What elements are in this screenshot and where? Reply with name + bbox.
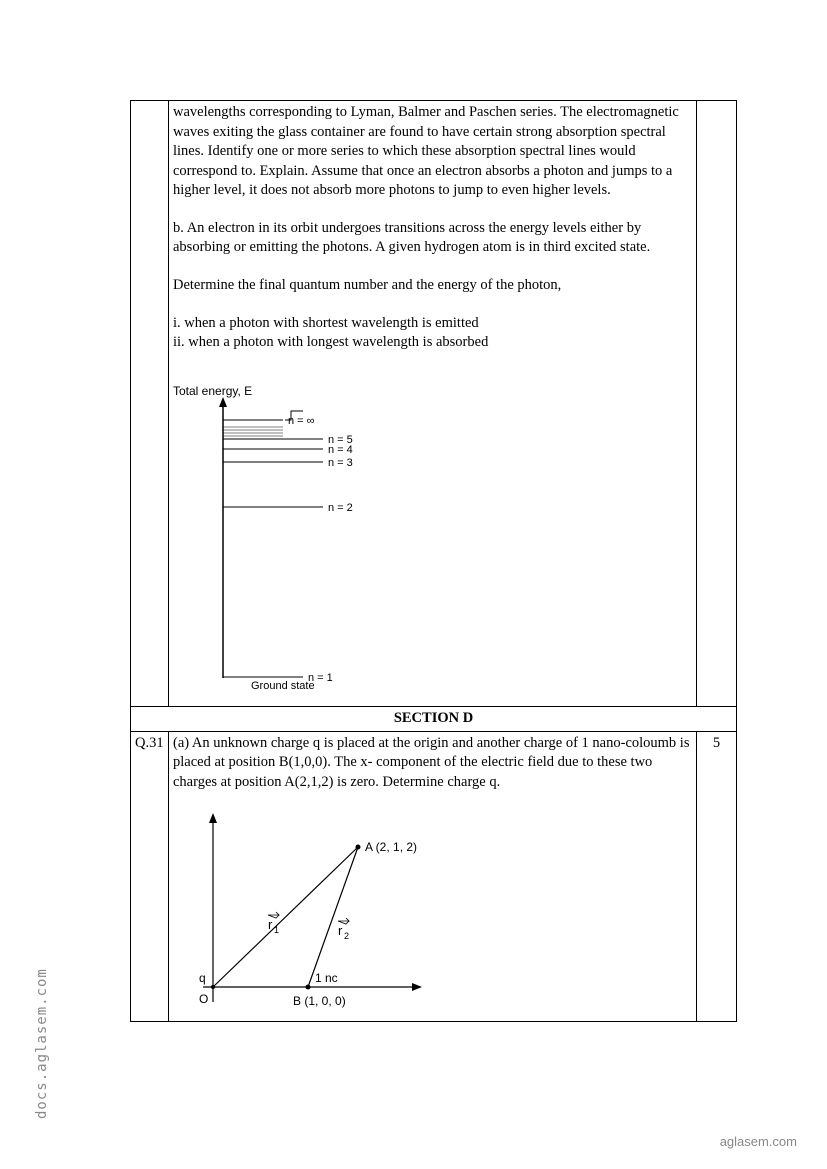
label-1nc: 1 nc xyxy=(315,971,338,985)
q30-para3: Determine the final quantum number and t… xyxy=(173,276,692,296)
cell-q31-marks: 5 xyxy=(697,731,737,1021)
table-row: wavelengths corresponding to Lyman, Balm… xyxy=(131,101,737,707)
q30-para1: wavelengths corresponding to Lyman, Balm… xyxy=(173,103,692,201)
vector-svg: A (2, 1, 2) B (1, 0, 0) 1 nc q O r 1 r 2 xyxy=(173,807,453,1012)
svg-text:2: 2 xyxy=(344,931,349,941)
point-o xyxy=(211,985,215,989)
label-o: O xyxy=(199,992,208,1006)
arrow-head-icon xyxy=(209,813,217,823)
energy-svg: Total energy, E n = 1n = 2n = 3n = 4n = … xyxy=(173,383,413,693)
svg-text:n = 2: n = 2 xyxy=(328,502,353,514)
table-row: SECTION D xyxy=(131,707,737,732)
ground-state-label: Ground state xyxy=(251,680,315,692)
label-a: A (2, 1, 2) xyxy=(365,840,417,854)
arrow-head-icon xyxy=(412,983,422,991)
label-b: B (1, 0, 0) xyxy=(293,994,346,1008)
svg-text:n = 3: n = 3 xyxy=(328,457,353,469)
cell-qnum-empty xyxy=(131,101,169,707)
svg-text:1: 1 xyxy=(274,925,279,935)
r2-label: r 2 xyxy=(338,918,349,941)
table-row: Q.31 (a) An unknown charge q is placed a… xyxy=(131,731,737,1021)
svg-text:r: r xyxy=(268,917,273,932)
y-axis-label: Total energy, E xyxy=(173,384,252,398)
arrow-head-icon xyxy=(219,397,227,407)
q31-text: (a) An unknown charge q is placed at the… xyxy=(173,734,692,793)
point-a xyxy=(356,845,361,850)
r1-label: r 1 xyxy=(268,912,279,935)
point-b xyxy=(306,985,311,990)
q30-para2: b. An electron in its orbit undergoes tr… xyxy=(173,219,692,258)
vector-r2 xyxy=(308,847,358,987)
section-d-header: SECTION D xyxy=(131,707,737,732)
cell-marks-empty xyxy=(697,101,737,707)
watermark-left: docs.aglasem.com xyxy=(34,968,50,1119)
vector-r1 xyxy=(213,847,358,987)
label-q: q xyxy=(199,971,206,985)
q30-para5: ii. when a photon with longest wavelengt… xyxy=(173,333,692,353)
svg-text:n = 5: n = 5 xyxy=(328,434,353,446)
cell-q31-content: (a) An unknown charge q is placed at the… xyxy=(169,731,697,1021)
page-container: wavelengths corresponding to Lyman, Balm… xyxy=(0,0,827,1072)
cell-q30-content: wavelengths corresponding to Lyman, Balm… xyxy=(169,101,697,707)
vector-diagram: A (2, 1, 2) B (1, 0, 0) 1 nc q O r 1 r 2 xyxy=(173,807,692,1019)
svg-text:r: r xyxy=(338,923,343,938)
energy-level-diagram: Total energy, E n = 1n = 2n = 3n = 4n = … xyxy=(173,383,692,700)
watermark-right: aglasem.com xyxy=(720,1134,797,1149)
svg-text:n = ∞: n = ∞ xyxy=(288,415,315,427)
q30-para4: i. when a photon with shortest wavelengt… xyxy=(173,314,692,334)
exam-table: wavelengths corresponding to Lyman, Balm… xyxy=(130,100,737,1022)
cell-q31-num: Q.31 xyxy=(131,731,169,1021)
